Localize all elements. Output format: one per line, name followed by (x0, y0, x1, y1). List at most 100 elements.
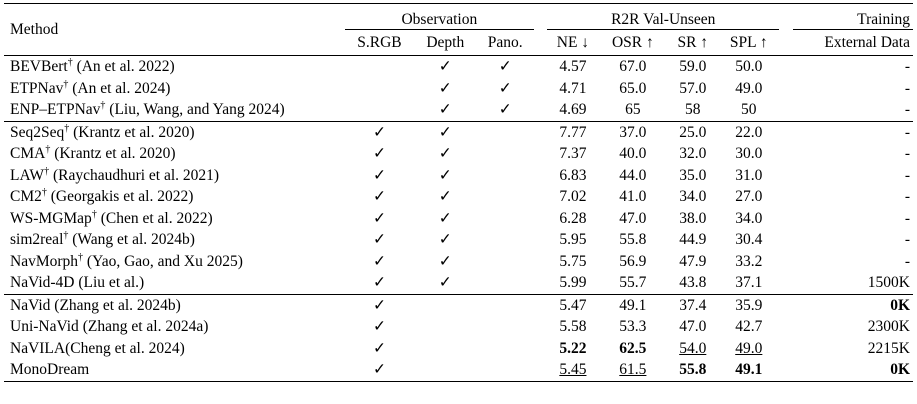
spl-cell: 34.0 (718, 208, 779, 230)
spl-cell: 30.0 (718, 143, 779, 165)
check-icon: ✓ (498, 79, 512, 97)
external-data-value: 2215K (867, 339, 910, 357)
osr-cell: 56.9 (599, 251, 668, 273)
table-row: CMA† (Krantz et al. 2020) ✓ ✓ 7.37 40.0 32.0 3… (4, 143, 913, 165)
osr-value: 55.8 (619, 231, 647, 248)
depth-cell (414, 316, 477, 338)
osr-value: 65 (625, 101, 641, 118)
table-row: NaVid (Zhang et al. 2024b) ✓ 5.47 49.1 37.4 3… (4, 293, 913, 316)
osr-value: 49.1 (619, 296, 647, 314)
spl-cell: 27.0 (718, 186, 779, 208)
header-method: Method (4, 3, 346, 56)
srgb-cell: ✓ (345, 143, 414, 165)
method-citation: (Raychaudhuri et al. 2021) (52, 166, 220, 184)
method-name: CM2 (10, 188, 42, 205)
gap-cell (534, 272, 548, 294)
external-data-cell: - (792, 55, 913, 78)
ne-cell: 7.37 (547, 143, 598, 165)
srgb-cell (345, 99, 414, 121)
check-icon: ✓ (438, 188, 452, 205)
method-name: ETPNav (10, 79, 64, 97)
table-row: ENP–ETPNav† (Liu, Wang, and Yang 2024) ✓ ✓… (4, 99, 913, 121)
osr-cell: 53.3 (599, 316, 668, 338)
check-icon: ✓ (372, 252, 386, 270)
sr-value: 38.0 (679, 209, 707, 227)
gap-cell (534, 338, 548, 360)
method-name: NavMorph (10, 252, 79, 270)
osr-cell: 49.1 (598, 293, 668, 316)
spl-cell: 33.2 (718, 251, 779, 273)
spl-value: 49.0 (735, 79, 763, 97)
gap-cell (779, 120, 793, 143)
sr-cell: 58 (667, 99, 718, 121)
srgb-cell: ✓ (345, 272, 414, 294)
sr-cell: 37.4 (667, 293, 719, 316)
external-data-cell: - (793, 186, 913, 208)
sr-value: 47.0 (679, 318, 707, 335)
spl-value: 49.1 (735, 361, 763, 378)
method-name: Seq2Seq (10, 123, 65, 141)
check-icon: ✓ (438, 145, 452, 162)
method-name: Uni-NaVid (10, 318, 79, 335)
external-data-cell: - (793, 99, 913, 121)
spl-value: 50.0 (735, 58, 763, 75)
ne-value: 7.37 (559, 145, 587, 162)
header-pano: Pano. (487, 33, 523, 51)
check-icon: ✓ (372, 231, 386, 248)
osr-cell: 65.0 (599, 78, 668, 100)
method-citation: (An et al. 2022) (76, 58, 175, 75)
osr-cell: 37.0 (598, 120, 668, 143)
osr-cell: 44.0 (599, 165, 668, 187)
method-name: BEVBert (10, 58, 68, 75)
check-icon: ✓ (438, 101, 452, 118)
pano-cell (476, 120, 534, 143)
external-data-value: - (904, 58, 910, 75)
depth-cell (414, 338, 477, 360)
external-data-value: 0K (890, 361, 910, 378)
spl-value: 27.0 (735, 188, 763, 205)
sr-cell: 38.0 (667, 208, 718, 230)
method-name: WS-MGMap (10, 209, 92, 227)
external-data-value: - (904, 252, 910, 270)
check-icon: ✓ (372, 296, 386, 314)
ne-value: 4.57 (559, 58, 587, 75)
osr-cell: 55.7 (599, 272, 668, 294)
sr-value: 47.9 (679, 252, 707, 270)
depth-cell: ✓ (413, 55, 477, 78)
srgb-cell: ✓ (345, 186, 414, 208)
method-citation: (Krantz et al. 2020) (73, 123, 195, 141)
method-name: ENP–ETPNav (10, 101, 101, 118)
pano-cell: ✓ (477, 99, 534, 121)
osr-cell: 55.8 (599, 229, 668, 251)
srgb-cell: ✓ (345, 165, 414, 187)
external-data-cell: 2215K (793, 338, 913, 360)
pano-cell (477, 165, 534, 187)
sr-cell: 59.0 (667, 55, 719, 78)
spl-cell: 50 (718, 99, 779, 121)
check-icon: ✓ (372, 145, 386, 162)
gap-cell (779, 316, 793, 338)
dagger-mark: † (64, 122, 70, 134)
ne-value: 5.95 (559, 231, 587, 248)
gap-cell (779, 208, 793, 230)
method-citation: (Zhang et al. 2024a) (82, 318, 209, 335)
osr-cell: 67.0 (598, 55, 668, 78)
sr-value: 54.0 (679, 339, 707, 357)
check-icon: ✓ (372, 209, 386, 227)
ne-cell: 6.83 (547, 165, 598, 187)
method-cell: NaVILA(Cheng et al. 2024) (4, 338, 345, 360)
dagger-mark: † (67, 56, 73, 68)
sr-cell: 32.0 (667, 143, 718, 165)
method-cell: Seq2Seq† (Krantz et al. 2020) (4, 120, 346, 143)
external-data-value: 0K (890, 296, 910, 314)
method-citation: (Krantz et al. 2020) (54, 145, 176, 162)
osr-value: 40.0 (619, 145, 647, 162)
gap-cell (779, 359, 793, 382)
depth-cell: ✓ (413, 120, 477, 143)
spl-value: 37.1 (735, 274, 763, 291)
sr-value: 25.0 (679, 123, 707, 141)
gap-cell (779, 55, 793, 78)
header-r2r: R2R Val-Unseen (547, 3, 780, 30)
external-data-value: - (904, 123, 910, 141)
method-name: LAW (10, 166, 45, 184)
